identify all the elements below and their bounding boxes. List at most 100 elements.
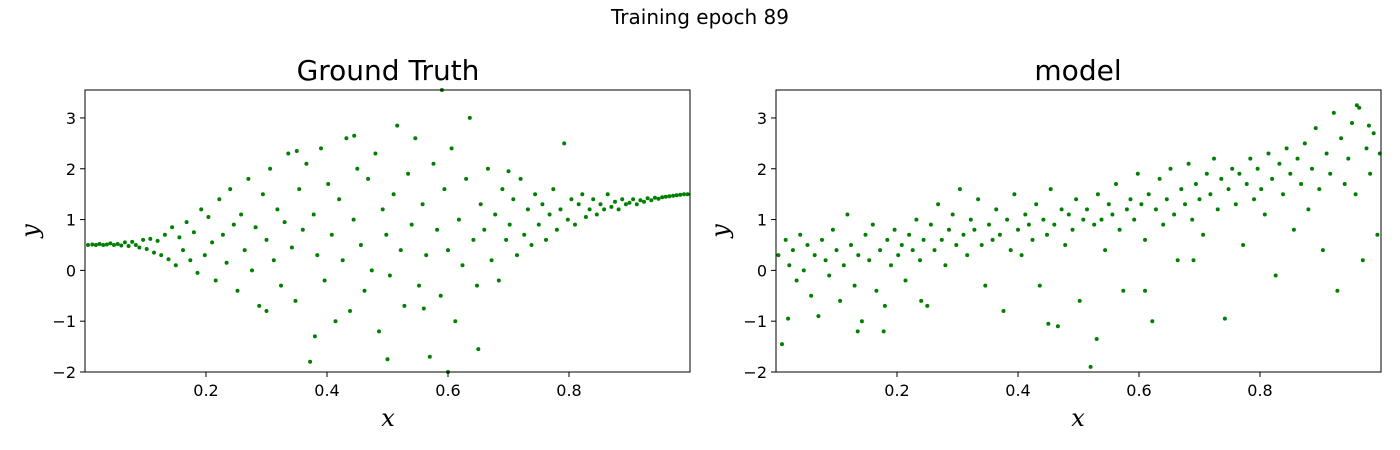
ground-truth-point: [424, 253, 429, 258]
model-point: [1132, 217, 1137, 222]
model-point: [961, 232, 966, 237]
ground-truth-point: [373, 151, 378, 156]
ground-truth-point: [202, 253, 207, 258]
model-point: [1331, 110, 1336, 115]
ground-truth-point: [547, 212, 552, 217]
model-point: [1037, 283, 1042, 288]
model-point: [1175, 258, 1180, 263]
ground-truth-point: [184, 220, 189, 225]
model-ytick-label: 0: [757, 261, 767, 280]
model-point: [990, 237, 995, 242]
model-point: [849, 243, 853, 247]
ground-truth-point: [206, 215, 211, 219]
model-point: [914, 217, 919, 222]
model-point: [798, 232, 803, 237]
ground-truth-point: [300, 227, 305, 232]
model-point: [1259, 187, 1264, 192]
model-point: [820, 237, 824, 242]
model-point: [787, 263, 792, 268]
ground-truth-point: [420, 202, 425, 207]
ground-truth-point: [482, 227, 487, 232]
ground-truth-ticks: 0.2 0.4 0.6 0.8 −2 −1 0 1 2 3: [52, 109, 581, 400]
model-point: [1375, 232, 1380, 237]
model-point: [1110, 212, 1115, 217]
model-point: [957, 187, 962, 192]
model-point: [939, 237, 944, 242]
ground-truth-point: [133, 243, 138, 247]
model-point: [1360, 258, 1365, 263]
ground-truth-point: [86, 243, 90, 247]
ground-truth-point: [337, 197, 342, 202]
ground-truth-point: [130, 239, 135, 244]
model-point: [841, 263, 846, 268]
model-point: [1353, 192, 1358, 197]
model-point: [1291, 227, 1296, 232]
ground-truth-point: [435, 227, 440, 232]
ground-truth-point: [377, 329, 381, 334]
model-point: [1270, 176, 1275, 181]
ground-truth-axes-frame: [84, 89, 691, 373]
model-point: [1233, 202, 1238, 207]
ground-truth-point: [181, 248, 185, 253]
ground-truth-point: [464, 176, 469, 181]
model-point: [976, 197, 981, 202]
ground-truth-point: [587, 207, 592, 212]
ground-truth-point: [235, 288, 240, 293]
model-xlabel: x: [1071, 404, 1085, 432]
model-point: [855, 329, 860, 334]
ground-truth-point: [475, 283, 479, 288]
ground-truth-point: [504, 237, 509, 242]
ground-truth-point: [598, 202, 603, 207]
model-point: [1150, 319, 1155, 324]
ground-truth-point: [304, 161, 309, 166]
ground-truth-ytick-label: 3: [66, 109, 76, 128]
ground-truth-point: [500, 187, 505, 192]
ground-truth-point: [126, 244, 131, 248]
model-point: [1222, 316, 1227, 321]
model-point: [1001, 309, 1006, 313]
model-point: [1281, 192, 1285, 197]
model-point: [1328, 171, 1333, 176]
ground-truth-ytick-label: 1: [66, 211, 76, 230]
ground-truth-point: [112, 243, 116, 247]
ground-truth-point: [282, 220, 287, 225]
ground-truth-point: [366, 176, 371, 181]
ground-truth-point: [260, 192, 265, 197]
ground-truth-point: [315, 253, 320, 258]
ground-truth-point: [119, 243, 124, 248]
model-ytick-label: 3: [757, 109, 767, 128]
model-point: [1339, 136, 1344, 141]
ground-truth-point: [344, 136, 349, 141]
model-ytick-label: 2: [757, 160, 767, 179]
ground-truth-point: [406, 171, 411, 176]
model-axes-frame: [775, 89, 1382, 373]
ground-truth-point: [159, 253, 164, 258]
model-point: [780, 342, 784, 347]
model-point: [1114, 182, 1118, 186]
ground-truth-point: [195, 270, 200, 275]
model-point: [1320, 248, 1325, 253]
model-point: [936, 202, 941, 207]
model-point: [1063, 243, 1068, 247]
ground-truth-point: [442, 187, 447, 192]
ground-truth-point: [533, 192, 538, 197]
model-point: [994, 207, 999, 212]
ground-truth-point: [286, 151, 291, 156]
model-point: [816, 314, 821, 319]
model-point: [1046, 321, 1051, 326]
model-point: [845, 212, 850, 217]
ground-truth-point: [319, 146, 323, 151]
model-xtick-label: 0.2: [884, 381, 909, 400]
ground-truth-point: [395, 123, 400, 128]
model-point: [907, 232, 912, 237]
model-point: [1026, 222, 1031, 227]
model-point: [1179, 187, 1184, 192]
ground-truth-point: [678, 192, 683, 197]
model-point: [1005, 217, 1010, 222]
ground-truth-point: [453, 319, 458, 324]
ground-truth-point: [660, 195, 665, 200]
ground-truth-point: [224, 260, 229, 265]
model-point: [965, 253, 970, 258]
ground-truth-point: [246, 176, 251, 181]
ground-truth-point: [264, 309, 269, 313]
